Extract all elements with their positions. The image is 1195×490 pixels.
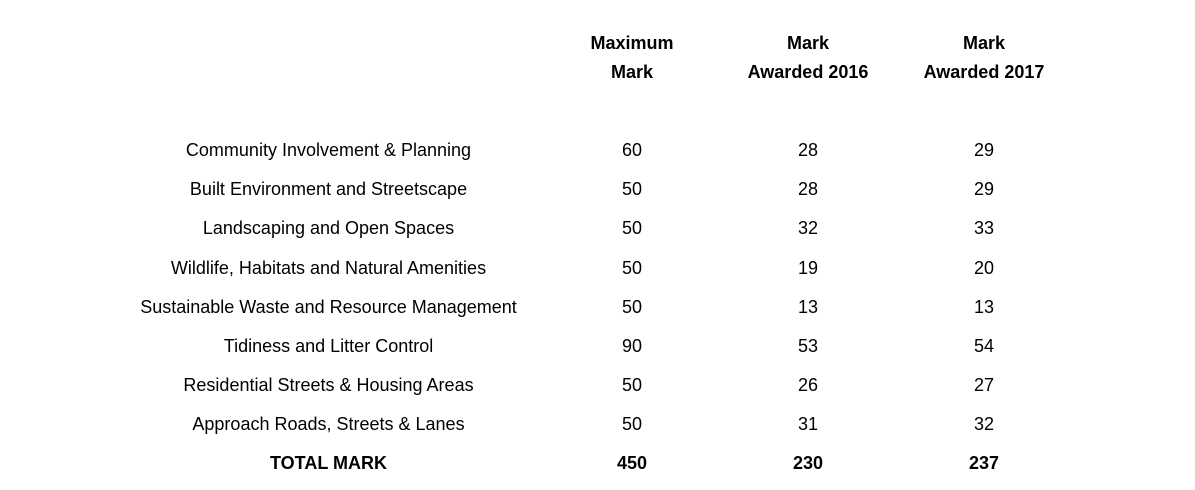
- row-maximum-mark: 50: [621, 297, 643, 317]
- total-maximum-mark: 450: [616, 453, 648, 473]
- total-mark-2017: 237: [968, 453, 1000, 473]
- table-row: Landscaping and Open Spaces 50 32 33: [0, 209, 1195, 248]
- row-mark-2017: 20: [973, 258, 995, 278]
- row-mark-2016: 28: [797, 140, 819, 160]
- header-mark-awarded-2017-line1: Mark: [962, 33, 1006, 53]
- row-category: Community Involvement & Planning: [185, 140, 472, 160]
- row-mark-2016: 26: [797, 375, 819, 395]
- total-row: TOTAL MARK 450 230 237: [0, 444, 1195, 483]
- row-category: Residential Streets & Housing Areas: [183, 375, 474, 395]
- row-mark-2017: 54: [973, 336, 995, 356]
- row-mark-2016: 53: [797, 336, 819, 356]
- table-row: Sustainable Waste and Resource Managemen…: [0, 288, 1195, 327]
- row-mark-2017: 29: [973, 140, 995, 160]
- table-row: Approach Roads, Streets & Lanes 50 31 32: [0, 405, 1195, 444]
- row-mark-2017: 33: [973, 218, 995, 238]
- row-maximum-mark: 90: [621, 336, 643, 356]
- header-mark-awarded-2016: Mark Awarded 2016: [708, 29, 908, 87]
- table-row: Community Involvement & Planning 60 28 2…: [0, 131, 1195, 170]
- row-category: Built Environment and Streetscape: [189, 179, 468, 199]
- row-category: Tidiness and Litter Control: [223, 336, 434, 356]
- row-mark-2017: 32: [973, 414, 995, 434]
- row-maximum-mark: 50: [621, 179, 643, 199]
- table-header: Maximum Mark Mark Awarded 2016 Mark Awar…: [0, 29, 1195, 89]
- header-mark-awarded-2016-line2: Awarded 2016: [747, 62, 869, 82]
- table-row: Wildlife, Habitats and Natural Amenities…: [0, 249, 1195, 288]
- table-row: Built Environment and Streetscape 50 28 …: [0, 170, 1195, 209]
- header-mark-awarded-2017-line2: Awarded 2017: [923, 62, 1045, 82]
- row-maximum-mark: 60: [621, 140, 643, 160]
- row-maximum-mark: 50: [621, 258, 643, 278]
- header-maximum-mark-line2: Mark: [610, 62, 654, 82]
- header-mark-awarded-2017: Mark Awarded 2017: [884, 29, 1084, 87]
- row-maximum-mark: 50: [621, 218, 643, 238]
- header-maximum-mark-line1: Maximum: [590, 33, 674, 53]
- row-mark-2016: 28: [797, 179, 819, 199]
- row-category: Wildlife, Habitats and Natural Amenities: [170, 258, 487, 278]
- row-mark-2016: 19: [797, 258, 819, 278]
- row-mark-2017: 27: [973, 375, 995, 395]
- total-mark-2016: 230: [792, 453, 824, 473]
- row-maximum-mark: 50: [621, 375, 643, 395]
- total-label: TOTAL MARK: [270, 453, 387, 473]
- row-mark-2016: 31: [797, 414, 819, 434]
- row-category: Landscaping and Open Spaces: [202, 218, 455, 238]
- table-row: Tidiness and Litter Control 90 53 54: [0, 327, 1195, 366]
- row-category: Approach Roads, Streets & Lanes: [192, 414, 465, 434]
- row-mark-2016: 13: [797, 297, 819, 317]
- table-row: Residential Streets & Housing Areas 50 2…: [0, 366, 1195, 405]
- header-mark-awarded-2016-line1: Mark: [786, 33, 830, 53]
- header-maximum-mark: Maximum Mark: [532, 29, 732, 87]
- row-mark-2017: 13: [973, 297, 995, 317]
- row-category: Sustainable Waste and Resource Managemen…: [140, 297, 517, 317]
- row-mark-2016: 32: [797, 218, 819, 238]
- row-maximum-mark: 50: [621, 414, 643, 434]
- row-mark-2017: 29: [973, 179, 995, 199]
